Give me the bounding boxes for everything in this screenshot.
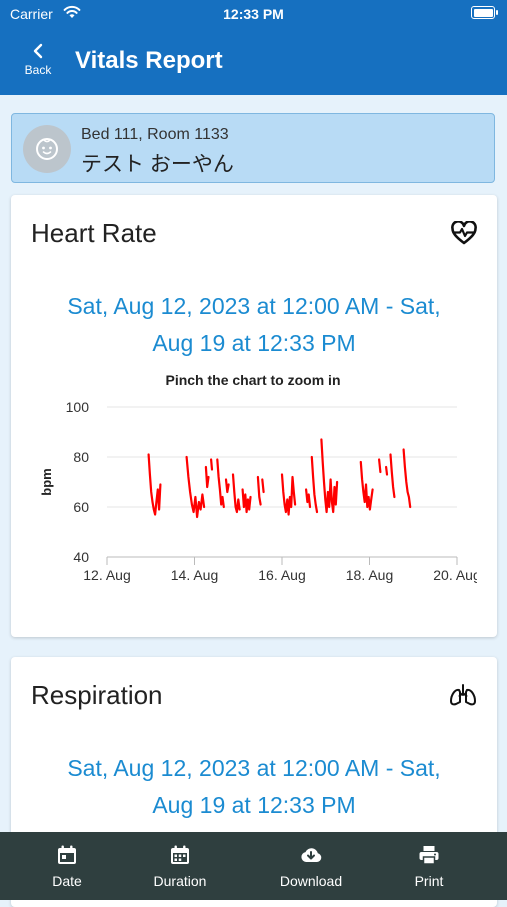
chevron-left-icon (33, 43, 43, 59)
heart-rate-series-segment (261, 478, 265, 494)
respiration-date-range: Sat, Aug 12, 2023 at 12:00 AM - Sat, Aug… (11, 750, 497, 824)
tab-download-label: Download (279, 873, 343, 889)
printer-icon (419, 846, 439, 865)
status-bar: Carrier 12:33 PM (0, 0, 507, 27)
heart-rate-range-line2: Aug 19 at 12:33 PM (152, 330, 356, 356)
heart-rate-series-segment (210, 458, 214, 471)
y-tick-label: 60 (73, 499, 89, 515)
y-tick-label: 80 (73, 449, 89, 465)
carrier-label: Carrier (10, 6, 53, 22)
heart-rate-series-segment (231, 473, 241, 514)
heart-rate-title: Heart Rate (31, 218, 157, 248)
heart-rate-series-segment (241, 488, 252, 514)
respiration-range-line2: Aug 19 at 12:33 PM (152, 792, 356, 818)
back-button[interactable]: Back (18, 43, 58, 87)
heart-rate-card: Heart Rate Sat, Aug 12, 2023 at 12:00 AM… (11, 195, 497, 637)
respiration-range-line1: Sat, Aug 12, 2023 at 12:00 AM - Sat, (67, 755, 441, 781)
patient-banner: Bed 111, Room 1133 テスト おーやん (11, 113, 495, 183)
chart-title: Pinch the chart to zoom in (165, 372, 340, 388)
heart-rate-series-segment (185, 455, 206, 519)
bottom-toolbar: Date Duration Download Print (0, 832, 507, 900)
heart-rate-series-segment (310, 455, 319, 514)
heart-rate-range-line1: Sat, Aug 12, 2023 at 12:00 AM - Sat, (67, 293, 441, 319)
cloud-download-icon (301, 848, 322, 862)
heart-rate-series-segment (280, 473, 297, 516)
battery-icon (471, 6, 498, 19)
heart-rate-series-segment (389, 453, 396, 499)
calendar-icon (58, 845, 76, 864)
x-tick-label: 20. Aug (433, 567, 477, 583)
wifi-icon (63, 5, 81, 18)
heart-rate-series-segment (305, 488, 312, 509)
bed-room-label: Bed 111, Room 1133 (81, 126, 229, 143)
heart-rate-series-segment (385, 465, 389, 476)
heart-rate-date-range: Sat, Aug 12, 2023 at 12:00 AM - Sat, Aug… (11, 288, 497, 362)
baby-face-icon (36, 138, 58, 160)
tab-date[interactable]: Date (17, 832, 117, 900)
avatar (23, 125, 71, 173)
patient-name: テスト おーやん (81, 153, 234, 176)
chart-y-axis-label: bpm (39, 468, 54, 495)
tab-download[interactable]: Download (261, 832, 361, 900)
heart-rate-series-segment (402, 448, 412, 509)
respiration-title: Respiration (31, 680, 163, 710)
x-tick-label: 16. Aug (258, 567, 306, 583)
tab-print-label: Print (414, 873, 444, 889)
heart-rate-series-segment (224, 478, 230, 494)
x-tick-label: 12. Aug (83, 567, 131, 583)
y-tick-label: 100 (66, 399, 90, 415)
heart-rate-series-segment (204, 465, 210, 489)
tab-print[interactable]: Print (379, 832, 479, 900)
navigation-bar: Back Vitals Report (0, 27, 507, 95)
heart-rate-series-segment (256, 475, 262, 506)
heart-rate-series-segment (147, 453, 162, 516)
tab-duration-label: Duration (153, 873, 207, 889)
heart-rate-series-segment (359, 460, 374, 511)
y-tick-label: 40 (73, 549, 89, 565)
back-label: Back (24, 63, 52, 77)
heart-rate-series-segment (378, 458, 382, 474)
tab-duration[interactable]: Duration (130, 832, 230, 900)
heart-rate-chart[interactable]: Pinch the chart to zoom in bpm 40 60 80 100… (31, 370, 477, 600)
tab-date-label: Date (52, 873, 82, 889)
heart-rate-series-segment (216, 458, 225, 509)
x-tick-label: 14. Aug (171, 567, 219, 583)
lungs-icon (450, 684, 476, 706)
calendar-range-icon (171, 845, 189, 864)
heart-rate-series-segment (320, 438, 339, 514)
page-title: Vitals Report (75, 47, 223, 74)
x-tick-label: 18. Aug (346, 567, 394, 583)
heart-pulse-icon (451, 221, 477, 245)
